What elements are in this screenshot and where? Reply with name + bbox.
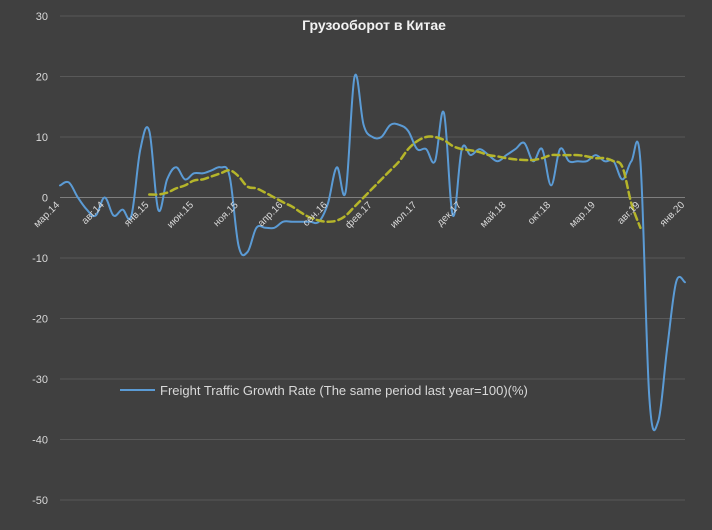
x-tick-label: дек.17 [435,200,464,229]
grid-layer [60,15,685,501]
trend-series-line [148,135,642,230]
y-tick-label: 0 [42,193,48,205]
legend: Freight Traffic Growth Rate (The same pe… [120,383,528,398]
y-tick-label: 30 [36,11,48,23]
x-tick-label: мар.19 [567,200,598,231]
legend-label: Freight Traffic Growth Rate (The same pe… [160,383,528,398]
x-tick-label: сен.16 [301,200,330,229]
x-tick-label: июл.17 [388,200,419,231]
x-tick-label: май.18 [478,200,509,231]
y-tick-label: -20 [32,314,48,326]
y-tick-label: -40 [32,435,48,447]
y-tick-label: -10 [32,253,48,265]
y-tick-label: 20 [36,72,48,84]
y-tick-label: 10 [36,132,48,144]
x-tick-label: апр.16 [256,200,286,230]
freight-series-line [59,73,686,432]
y-tick-label: -30 [32,374,48,386]
chart-title: Грузооборот в Китае [302,17,446,33]
series-layer [59,73,686,432]
x-tick-label: окт.18 [526,200,553,227]
x-axis-ticks: мар.14 авг.14 янв.15 июн.15 ноя.15 апр.16 сен.… [32,199,688,231]
x-tick-label: янв.20 [658,200,687,229]
x-tick-label: июн.15 [165,200,196,231]
x-tick-label: авг.14 [80,200,107,227]
y-axis-ticks: 30 20 10 0 -10 -20 -30 -40 -50 [32,11,48,507]
y-tick-label: -50 [32,495,48,507]
